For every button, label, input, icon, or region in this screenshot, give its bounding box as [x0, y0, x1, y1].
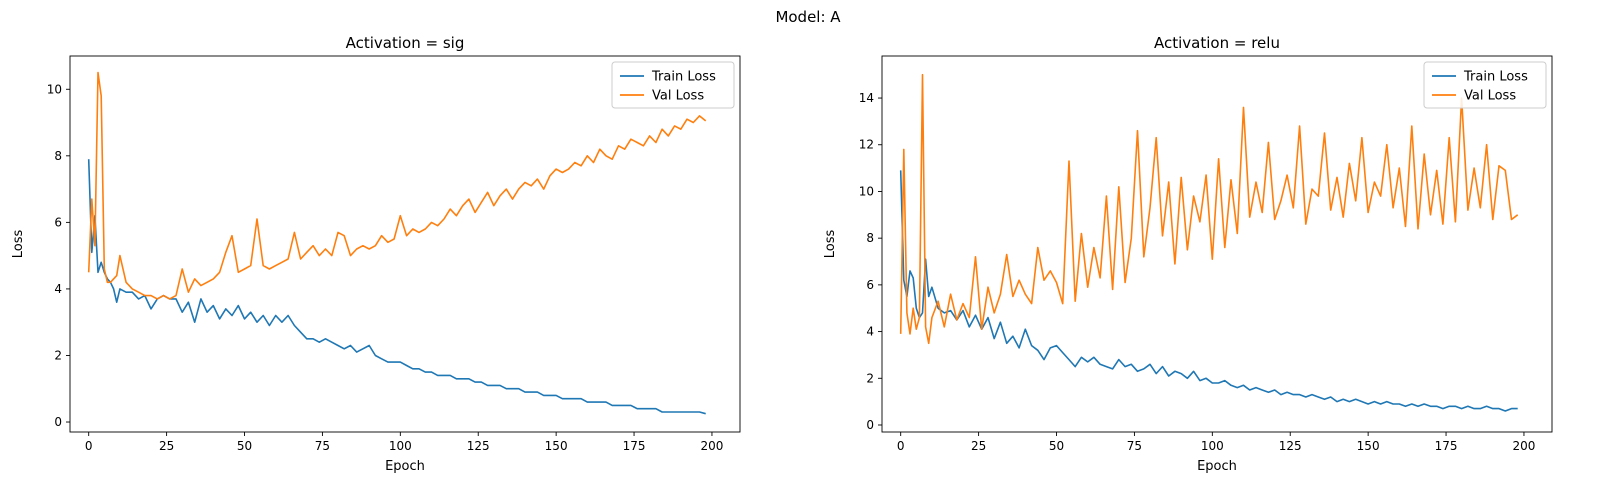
figure-suptitle: Model: A	[775, 8, 841, 26]
y-tick-label: 2	[54, 348, 62, 362]
legend-entry: Train Loss	[1463, 70, 1528, 85]
y-tick-label: 4	[54, 282, 62, 296]
series-line-train-loss	[899, 170, 1518, 412]
x-tick-label: 125	[467, 439, 490, 453]
y-axis-label: Loss	[823, 230, 838, 259]
x-tick-label: 25	[971, 439, 986, 453]
y-tick-label: 14	[859, 91, 874, 105]
x-tick-label: 150	[545, 439, 568, 453]
y-tick-label: 2	[866, 371, 874, 385]
series-line-val-loss	[899, 73, 1519, 345]
x-axis-label: Epoch	[1197, 459, 1237, 474]
series-line-train-loss	[87, 159, 706, 415]
x-tick-label: 100	[389, 439, 412, 453]
series-line-val-loss	[87, 71, 707, 300]
legend-entry: Train Loss	[651, 70, 716, 85]
x-tick-label: 0	[85, 439, 93, 453]
y-tick-label: 6	[866, 278, 874, 292]
x-tick-label: 200	[701, 439, 724, 453]
x-axis-label: Epoch	[385, 459, 425, 474]
x-tick-label: 175	[1435, 439, 1458, 453]
x-tick-label: 75	[315, 439, 330, 453]
legend-box	[611, 61, 735, 109]
x-tick-label: 175	[623, 439, 646, 453]
legend: Train Loss Val Loss	[1423, 61, 1547, 109]
y-tick-label: 10	[859, 184, 874, 198]
legend-entry: Val Loss	[652, 89, 704, 104]
chart-panel-sigmoid: Activation = sig 0 25 50 75 100 125 150 175 200 0 2…	[11, 34, 741, 474]
legend-entry: Val Loss	[1464, 89, 1516, 104]
y-axis-label: Loss	[11, 230, 26, 259]
y-tick-label: 0	[866, 418, 874, 432]
y-tick-label: 0	[54, 415, 62, 429]
y-tick-label: 10	[47, 82, 62, 96]
x-tick-label: 0	[897, 439, 905, 453]
y-tick-label: 8	[54, 149, 62, 163]
x-tick-label: 100	[1201, 439, 1224, 453]
x-tick-label: 50	[237, 439, 252, 453]
x-tick-label: 50	[1049, 439, 1064, 453]
y-tick-label: 8	[866, 231, 874, 245]
x-tick-label: 25	[159, 439, 174, 453]
legend: Train Loss Val Loss	[611, 61, 735, 109]
chart-title: Activation = sig	[346, 34, 465, 52]
legend-box	[1423, 61, 1547, 109]
y-tick-label: 12	[859, 138, 874, 152]
x-tick-label: 125	[1279, 439, 1302, 453]
plot-frame	[69, 55, 741, 433]
y-tick-label: 4	[866, 325, 874, 339]
x-tick-label: 200	[1513, 439, 1536, 453]
y-tick-label: 6	[54, 215, 62, 229]
x-tick-label: 150	[1357, 439, 1380, 453]
chart-panel-relu: Activation = relu 0 25 50 75 100 125 150 175 200 0…	[823, 34, 1553, 474]
x-tick-label: 75	[1127, 439, 1142, 453]
plot-frame	[881, 55, 1553, 433]
chart-title: Activation = relu	[1154, 34, 1280, 52]
